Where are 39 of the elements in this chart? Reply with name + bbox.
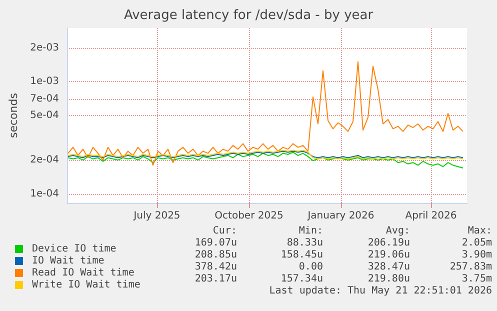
text: 257.83m bbox=[450, 262, 492, 272]
text: Max: bbox=[468, 226, 492, 236]
y-tick-label: 7e-04 bbox=[30, 93, 59, 104]
x-tick-label: July 2025 bbox=[132, 210, 180, 222]
text: 158.45u bbox=[280, 250, 323, 260]
y-tick-label: 1e-03 bbox=[30, 76, 59, 88]
y-tick-label: 2e-04 bbox=[30, 154, 59, 166]
text: 169.07u bbox=[194, 238, 237, 248]
text: 3.90m bbox=[462, 250, 492, 260]
text: Last update: Thu May 21 22:51:01 2026 bbox=[269, 286, 492, 296]
text: 328.47u bbox=[368, 262, 410, 272]
text: 206.19u bbox=[368, 238, 410, 248]
text: Min: bbox=[298, 226, 323, 236]
text: 0.00 bbox=[298, 262, 323, 272]
text: 208.85u bbox=[194, 250, 237, 260]
text: Cur: bbox=[212, 226, 237, 236]
text: 88.33u bbox=[286, 238, 323, 248]
y-tick-label: 1e-04 bbox=[30, 188, 59, 200]
line-series bbox=[68, 152, 464, 169]
x-tick-label: January 2026 bbox=[306, 210, 374, 222]
legend-label: Device IO time bbox=[32, 244, 116, 254]
legend-label: Write IO Wait time bbox=[32, 280, 140, 290]
text: Avg: bbox=[386, 226, 410, 236]
legend-label: Read IO Wait time bbox=[32, 268, 134, 278]
y-axis-title: seconds bbox=[7, 92, 20, 138]
legend-label: IO Wait time bbox=[32, 256, 104, 266]
text: 219.80u bbox=[368, 274, 410, 284]
text: 2.05m bbox=[462, 238, 492, 248]
chart-title: Average latency for /dev/sda - by year bbox=[124, 8, 374, 23]
text: 203.17u bbox=[194, 274, 237, 284]
x-tick-label: October 2025 bbox=[214, 210, 284, 222]
text: 3.75m bbox=[462, 274, 492, 284]
y-tick-label: 5e-04 bbox=[30, 110, 59, 121]
y-tick-label: 2e-03 bbox=[30, 42, 59, 54]
line-series bbox=[68, 61, 464, 166]
x-tick-label: April 2026 bbox=[405, 210, 457, 222]
text: 378.42u bbox=[194, 262, 237, 272]
text: 157.34u bbox=[280, 274, 323, 284]
text: 219.06u bbox=[368, 250, 410, 260]
